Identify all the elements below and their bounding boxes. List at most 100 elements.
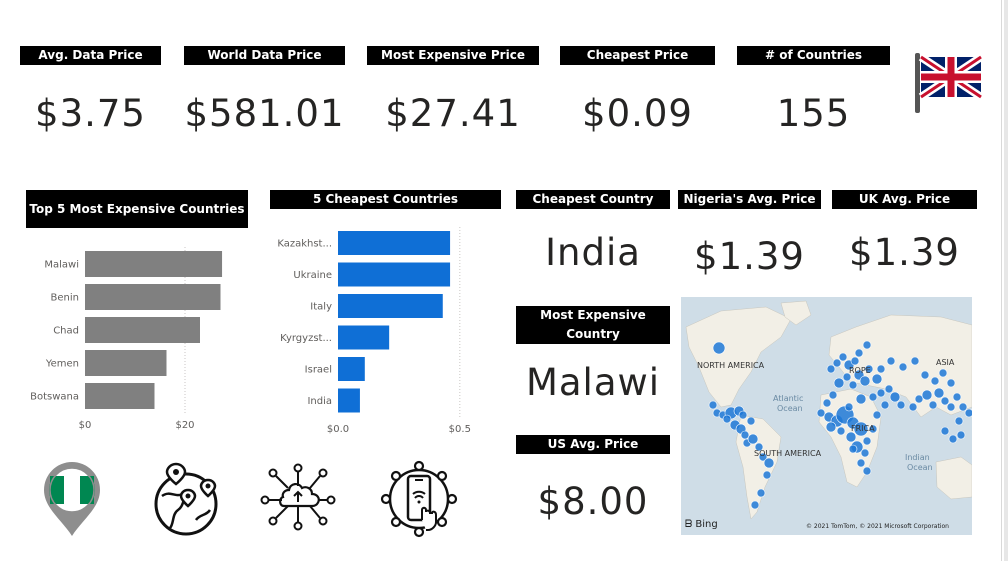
cheapest-price-header: Cheapest Price	[560, 46, 715, 65]
country-bubble[interactable]	[708, 400, 718, 410]
nigeria-avg-price-value: $1.39	[694, 235, 805, 278]
country-bubble[interactable]	[862, 436, 872, 446]
country-bubble[interactable]	[844, 402, 854, 412]
country-bubble[interactable]	[940, 396, 950, 406]
country-bubble[interactable]	[848, 444, 858, 454]
smartphone-network-icon	[380, 460, 458, 538]
label-atlantic: Atlantic	[773, 394, 803, 403]
country-bubble[interactable]	[868, 424, 878, 434]
bar[interactable]	[85, 383, 155, 409]
bar[interactable]	[85, 251, 223, 277]
country-bubble[interactable]	[747, 433, 759, 445]
country-bubble[interactable]	[933, 387, 945, 399]
country-bubble[interactable]	[842, 372, 852, 382]
bar[interactable]	[338, 357, 365, 381]
country-bubble[interactable]	[712, 341, 726, 355]
country-bubble[interactable]	[836, 426, 846, 436]
country-bubble[interactable]	[845, 431, 857, 443]
country-bubble[interactable]	[871, 373, 883, 385]
country-bubble[interactable]	[884, 384, 894, 394]
category-label: Kyrgyzst...	[280, 333, 332, 344]
country-bubble[interactable]	[822, 398, 832, 408]
country-bubble[interactable]	[928, 400, 938, 410]
australia-land	[935, 456, 972, 500]
country-bubble[interactable]	[750, 500, 760, 510]
country-bubble[interactable]	[876, 388, 886, 398]
x-tick-label: $0	[79, 420, 92, 431]
country-bubble[interactable]	[862, 340, 872, 350]
country-bubble[interactable]	[930, 376, 940, 386]
country-bubble[interactable]	[896, 400, 906, 410]
world-map[interactable]: NORTH AMERICA SOUTH AMERICA ROPE FRICA A…	[681, 297, 972, 535]
most-expensive-price-value: $27.41	[385, 92, 521, 135]
country-bubble[interactable]	[872, 410, 882, 420]
country-bubble[interactable]	[940, 426, 950, 436]
bar[interactable]	[85, 350, 167, 376]
country-bubble[interactable]	[850, 356, 860, 366]
country-bubble[interactable]	[914, 394, 924, 404]
country-bubble[interactable]	[854, 348, 864, 358]
country-bubble[interactable]	[886, 356, 896, 366]
country-bubble[interactable]	[756, 488, 766, 498]
bar[interactable]	[338, 388, 360, 413]
country-bubble[interactable]	[956, 430, 966, 440]
country-bubble[interactable]	[828, 390, 838, 400]
label-indian: Indian	[905, 453, 930, 462]
country-bubble[interactable]	[746, 416, 756, 426]
country-bubble[interactable]	[880, 400, 890, 410]
country-bubble[interactable]	[859, 375, 871, 387]
bar[interactable]	[85, 284, 221, 310]
country-bubble[interactable]	[864, 364, 874, 374]
country-bubble[interactable]	[856, 458, 866, 468]
country-bubble[interactable]	[848, 380, 858, 390]
bar[interactable]	[85, 317, 200, 343]
label-atlantic-ocean: Ocean	[777, 404, 803, 413]
country-bubble[interactable]	[838, 352, 848, 362]
country-bubble[interactable]	[826, 364, 836, 374]
country-bubble[interactable]	[758, 452, 768, 462]
country-bubble[interactable]	[868, 392, 878, 402]
globe-pins-icon	[154, 462, 218, 536]
country-bubble[interactable]	[954, 416, 964, 426]
category-label: Benin	[51, 293, 79, 304]
top5-bar-chart[interactable]: $0 $20 Malawi Benin Chad Yemen Botswana	[26, 235, 251, 445]
country-bubble[interactable]	[833, 377, 845, 389]
country-bubble[interactable]	[754, 442, 764, 452]
uk-avg-price-value: $1.39	[849, 231, 960, 274]
country-bubble[interactable]	[722, 414, 732, 424]
country-bubble[interactable]	[763, 457, 775, 469]
country-bubble[interactable]	[948, 434, 958, 444]
country-bubble[interactable]	[908, 402, 918, 412]
label-indian-ocean: Ocean	[907, 463, 933, 472]
country-bubble[interactable]	[889, 391, 901, 403]
country-bubble[interactable]	[740, 430, 750, 440]
bar[interactable]	[338, 262, 451, 287]
country-bubble[interactable]	[853, 421, 869, 437]
country-bubble[interactable]	[738, 410, 748, 420]
country-bubble[interactable]	[876, 364, 886, 374]
country-bubble[interactable]	[921, 389, 933, 401]
country-bubble[interactable]	[816, 408, 826, 418]
country-bubble[interactable]	[825, 421, 837, 433]
country-bubble[interactable]	[860, 448, 870, 458]
bar[interactable]	[338, 325, 390, 350]
country-bubble[interactable]	[958, 402, 968, 412]
country-bubble[interactable]	[910, 356, 920, 366]
country-bubble[interactable]	[855, 393, 867, 405]
bar[interactable]	[338, 231, 451, 255]
country-bubble[interactable]	[946, 402, 956, 412]
nigeria-pin-icon	[44, 462, 100, 536]
country-bubble[interactable]	[952, 392, 962, 402]
country-bubble[interactable]	[964, 408, 972, 418]
cheap5-chart-title: 5 Cheapest Countries	[270, 190, 501, 209]
country-bubble[interactable]	[946, 378, 956, 388]
us-avg-price-header: US Avg. Price	[516, 435, 670, 454]
country-bubble[interactable]	[762, 470, 772, 480]
country-bubble[interactable]	[898, 362, 908, 372]
country-bubble[interactable]	[862, 466, 872, 476]
cheap5-bar-chart[interactable]: $0.0 $0.5 Kazakhst... Ukraine Italy Kyrgyzst.…	[270, 225, 501, 445]
country-bubble[interactable]	[920, 370, 930, 380]
country-bubble[interactable]	[832, 358, 842, 368]
country-bubble[interactable]	[938, 368, 948, 378]
bar[interactable]	[338, 294, 443, 318]
